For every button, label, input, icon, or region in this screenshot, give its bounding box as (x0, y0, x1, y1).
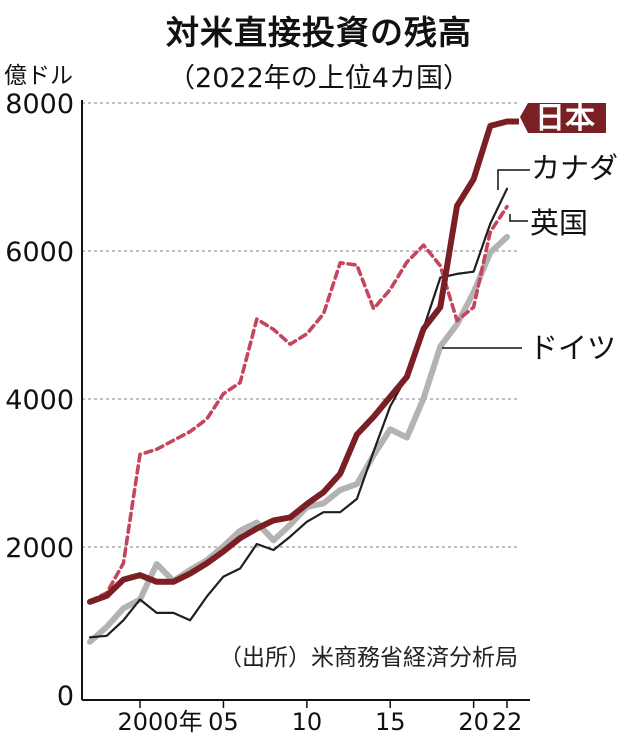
x-tick-label: 10 (292, 708, 323, 736)
x-tick-label: 15 (375, 708, 406, 736)
x-tick-labels: 2000年 05 10 15 20 22 (118, 700, 523, 736)
japan-label-box (520, 103, 606, 133)
x-tick-label: 20 (458, 708, 489, 736)
x-tick-label: 2000年 (118, 708, 203, 736)
y-tick-label: 2000 (5, 533, 74, 564)
series-label-英国: 英国 (530, 206, 588, 240)
chart-title: 対米直接投資の残高 (166, 13, 472, 52)
series-label-カナダ: カナダ (531, 151, 618, 185)
y-tick-label: 6000 (5, 237, 74, 268)
series-line-日本 (87, 118, 510, 605)
series-line-ドイツ (87, 233, 510, 645)
y-tick-label: 8000 (5, 89, 74, 120)
chart-subtitle: （2022年の上位4カ国） (168, 63, 470, 94)
y-axis-unit: 億ドル (4, 63, 73, 89)
leader-line-カナダ (497, 169, 530, 190)
y-tick-label: 4000 (5, 385, 74, 416)
series-lines (87, 118, 510, 645)
x-tick-label: 22 (492, 708, 523, 736)
y-tick-labels: 0 2000 4000 6000 8000 (5, 89, 74, 712)
leader-line-英国 (509, 214, 528, 222)
series-line-英国 (88, 204, 509, 603)
series-label-日本: 日本 (535, 101, 595, 136)
x-tick-label: 05 (208, 708, 239, 736)
gridlines (82, 102, 520, 548)
y-tick-label: 0 (57, 681, 74, 712)
axes (81, 100, 530, 701)
series-line-カナダ (88, 187, 509, 639)
series-label-ドイツ: ドイツ (529, 331, 616, 365)
source-note: （出所）米商務省経済分析局 (219, 645, 518, 671)
